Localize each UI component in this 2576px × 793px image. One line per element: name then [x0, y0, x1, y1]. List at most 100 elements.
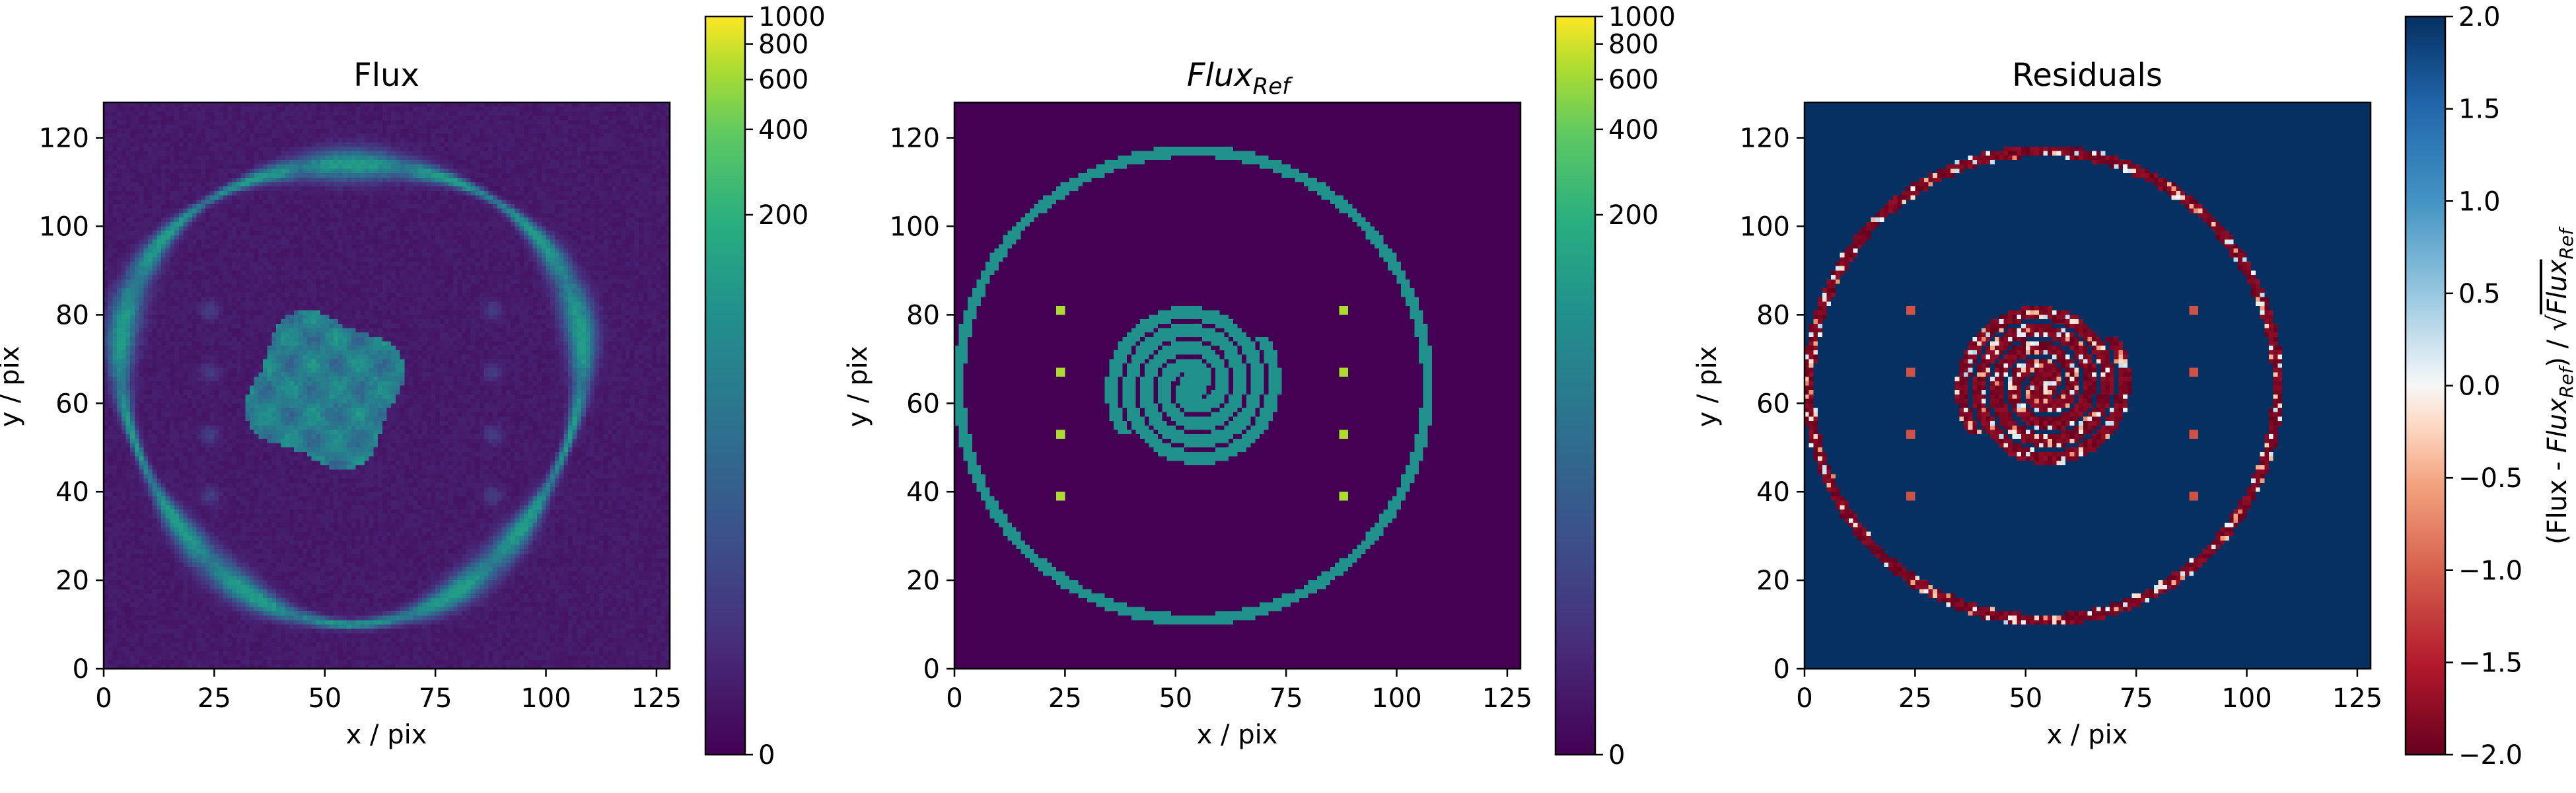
flux-image: [104, 102, 670, 669]
x-tick-label: 125: [631, 683, 682, 714]
colorbar-label-residuals: (Flux - FluxRef) / √FluxRef: [2542, 226, 2576, 545]
x-ticks-flux: 0 25 50 75 100 125: [95, 669, 682, 714]
y-ticks-flux-ref: 0 20 40 60 80 100 120: [890, 124, 954, 685]
x-tick-label: 125: [1482, 683, 1532, 714]
colorbar-frame-flux-ref: [1554, 15, 1596, 756]
y-axis-label-flux: y / pix: [0, 346, 25, 428]
colorbar-residuals: [2406, 17, 2445, 755]
colorbar-tick-label: 0.0: [2458, 371, 2501, 402]
x-tick-label: 25: [197, 683, 231, 714]
x-tick-label: 25: [1048, 683, 1082, 714]
panel-title-residuals: Residuals: [2012, 57, 2163, 94]
y-axis-label-residuals: y / pix: [1692, 346, 1723, 428]
x-tick-label: 0: [1796, 683, 1812, 714]
x-tick-label: 75: [2120, 683, 2153, 714]
axes-frame-residuals: [1803, 101, 2372, 670]
y-tick-label: 20: [1756, 566, 1790, 596]
title-subscript: Ref: [1253, 73, 1294, 100]
y-tick-label: 40: [906, 477, 940, 508]
x-axis-label-residuals: x / pix: [2047, 720, 2128, 750]
panel-title-flux: Flux: [353, 57, 419, 94]
colorbar-tick-label: 400: [758, 115, 808, 145]
cb-label-sub2: Ref: [2556, 226, 2576, 260]
y-tick-label: 60: [1756, 389, 1790, 419]
cb-label-sub: Ref: [2556, 365, 2576, 398]
colorbar-frame-flux: [704, 15, 746, 756]
x-tick-label: 0: [95, 683, 112, 714]
colorbar-tick-label: 800: [758, 30, 808, 60]
colorbar-flux: [705, 17, 745, 755]
y-tick-label: 80: [1756, 300, 1790, 330]
panel-flux: Flux 0 25 50 75 100 125 0 20 40 60 80 100 120 x / p…: [0, 2, 826, 771]
colorbar-tick-label: 1000: [1608, 2, 1676, 32]
x-tick-label: 75: [419, 683, 452, 714]
flux-ref-image: [954, 102, 1521, 669]
colorbar-tick-label: 200: [758, 200, 808, 231]
colorbar-tick-label: −1.0: [2458, 556, 2522, 586]
x-tick-label: 100: [2221, 683, 2272, 714]
x-tick-label: 0: [946, 683, 962, 714]
y-tick-label: 80: [906, 300, 940, 330]
colorbar-tick-label: 0.5: [2458, 279, 2501, 309]
x-tick-label: 25: [1898, 683, 1932, 714]
x-ticks-flux-ref: 0 25 50 75 100 125: [946, 669, 1532, 714]
y-tick-label: 20: [906, 566, 940, 596]
y-tick-label: 100: [1740, 211, 1790, 242]
colorbar-tick-label: 600: [1608, 65, 1659, 95]
colorbar-tick-label: 0: [1608, 740, 1625, 771]
x-tick-label: 75: [1270, 683, 1303, 714]
axes-frame-flux-ref: [953, 101, 1522, 670]
y-tick-label: 120: [39, 124, 89, 154]
y-tick-label: 100: [39, 211, 89, 242]
x-axis-label-flux-ref: x / pix: [1197, 720, 1278, 750]
colorbar-tick-label: 200: [1608, 200, 1659, 231]
colorbar-flux-ref: [1556, 17, 1595, 755]
y-tick-label: 120: [890, 124, 940, 154]
x-ticks-residuals: 0 25 50 75 100 125: [1796, 669, 2382, 714]
colorbar-tick-label: −1.5: [2458, 648, 2522, 678]
colorbar-tick-label: −0.5: [2458, 463, 2522, 494]
y-tick-label: 0: [923, 654, 940, 685]
axes-frame-flux: [102, 101, 671, 670]
y-ticks-flux: 0 20 40 60 80 100 120: [39, 124, 104, 685]
x-tick-label: 100: [1371, 683, 1421, 714]
x-tick-label: 50: [308, 683, 341, 714]
colorbar-tick-label: 400: [1608, 115, 1659, 145]
y-tick-label: 60: [906, 389, 940, 419]
y-ticks-residuals: 0 20 40 60 80 100 120: [1740, 124, 1805, 685]
x-tick-label: 50: [2009, 683, 2042, 714]
x-tick-label: 50: [1159, 683, 1192, 714]
panel-residuals: Residuals 0 25 50 75 100 125 020406080100120 …: [1692, 2, 2576, 771]
x-tick-label: 125: [2332, 683, 2382, 714]
y-tick-label: 40: [55, 477, 89, 508]
cb-label-pre: (Flux -: [2542, 453, 2573, 545]
colorbar-tick-label: 0: [758, 740, 775, 771]
y-tick-label: 20: [55, 566, 89, 596]
cb-label-mid: ) / √: [2542, 314, 2573, 367]
cb-label-sym: Flux: [2542, 398, 2573, 453]
y-axis-label-flux-ref: y / pix: [843, 346, 873, 428]
colorbar-tick-label: −2.0: [2458, 740, 2522, 771]
y-tick-label: 120: [1740, 124, 1790, 154]
y-tick-label: 60: [55, 389, 89, 419]
y-tick-label: 100: [890, 211, 940, 242]
x-axis-label-flux: x / pix: [346, 720, 427, 750]
colorbar-tick-label: 800: [1608, 30, 1659, 60]
colorbar-tick-label: 1.5: [2458, 94, 2501, 125]
x-tick-label: 100: [520, 683, 571, 714]
y-tick-label: 0: [73, 654, 89, 685]
colorbar-tick-label: 600: [758, 65, 808, 95]
colorbar-tick-label: 1000: [758, 2, 826, 32]
y-tick-label: 0: [1773, 654, 1790, 685]
y-tick-label: 80: [55, 300, 89, 330]
colorbar-tick-label: 2.0: [2458, 2, 2501, 32]
residuals-image: [1805, 102, 2371, 669]
title-symbol: Flux: [1187, 57, 1253, 94]
y-tick-label: 40: [1756, 477, 1790, 508]
cb-label-sym2: Flux: [2542, 259, 2573, 314]
panel-title-flux-ref: FluxRef: [1187, 57, 1293, 100]
panel-flux-ref: FluxRef 0 25 50 75 100 125 0 20 40 60 80 100 120 x …: [843, 2, 1676, 771]
